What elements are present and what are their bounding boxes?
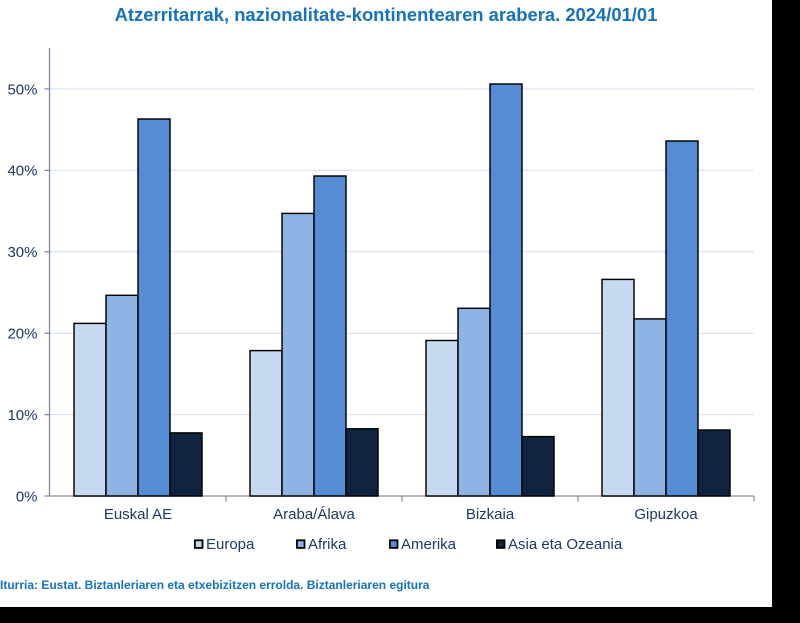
svg-text:Europa: Europa — [206, 536, 255, 553]
svg-text:Amerika: Amerika — [401, 536, 457, 553]
svg-text:Bizkaia: Bizkaia — [466, 506, 515, 523]
svg-text:Asia eta Ozeania: Asia eta Ozeania — [508, 536, 623, 553]
svg-text:20%: 20% — [7, 326, 37, 343]
svg-text:0%: 0% — [16, 488, 38, 505]
svg-text:Afrika: Afrika — [308, 536, 347, 553]
svg-text:10%: 10% — [7, 407, 37, 424]
svg-text:40%: 40% — [7, 163, 37, 180]
svg-text:30%: 30% — [7, 244, 37, 261]
svg-text:Iturria: Eustat. Biztanleriare: Iturria: Eustat. Biztanleriaren eta etxe… — [0, 578, 430, 592]
svg-text:Euskal AE: Euskal AE — [104, 506, 172, 523]
svg-text:Araba/Álava: Araba/Álava — [273, 506, 355, 523]
svg-text:50%: 50% — [7, 81, 37, 98]
svg-text:Gipuzkoa: Gipuzkoa — [634, 506, 698, 523]
svg-text:Atzerritarrak, nazionalitate-k: Atzerritarrak, nazionalitate-kontinentea… — [115, 4, 658, 25]
